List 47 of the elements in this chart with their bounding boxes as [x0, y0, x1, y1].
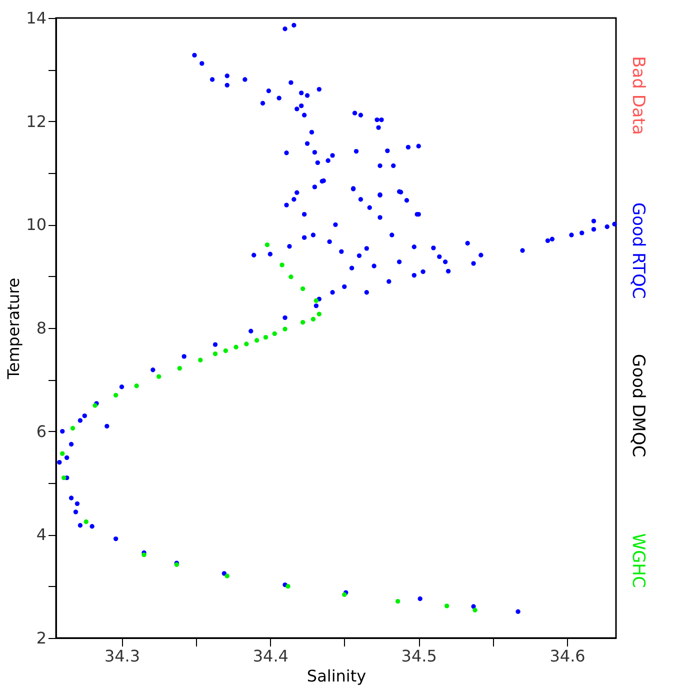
point — [300, 286, 306, 292]
point — [156, 374, 162, 379]
point — [310, 316, 316, 322]
y-tick-label: 14 — [26, 8, 46, 28]
point — [254, 338, 260, 343]
point — [472, 608, 478, 612]
x-tick-label: 34.5 — [401, 646, 437, 666]
point — [444, 604, 450, 608]
point — [286, 584, 290, 589]
y-tick-label: 2 — [36, 628, 46, 648]
y-tick-label: 12 — [26, 112, 46, 131]
text: Good RTQC — [628, 202, 648, 299]
point — [198, 358, 203, 362]
point — [134, 384, 139, 388]
y-axis-title: Temperature — [4, 278, 24, 380]
point — [113, 392, 118, 398]
point — [263, 334, 268, 340]
point — [70, 426, 76, 431]
point — [60, 451, 65, 456]
point — [272, 331, 277, 336]
point — [314, 298, 319, 303]
x-axis-title: Salinity — [306, 666, 366, 686]
point — [212, 351, 218, 356]
point — [288, 274, 294, 280]
point — [244, 342, 249, 346]
point — [395, 598, 400, 604]
x-tick-label: 34.4 — [252, 646, 288, 666]
point — [264, 242, 270, 248]
x-tick-label: 34.3 — [104, 646, 140, 666]
point — [234, 344, 238, 350]
point — [280, 262, 284, 268]
y-tick-label: 8 — [36, 318, 46, 338]
point — [84, 519, 88, 524]
y-tick-label: 6 — [36, 422, 46, 441]
text: WGHC — [628, 533, 648, 588]
point — [223, 348, 228, 354]
point — [316, 312, 322, 316]
y-tick-label: 4 — [36, 525, 46, 544]
point — [282, 326, 288, 332]
point — [62, 475, 66, 480]
point — [300, 320, 306, 325]
point — [224, 574, 230, 578]
legend-label: Bad Data — [628, 56, 648, 135]
x-tick-label: 34.6 — [550, 646, 586, 666]
legend-label: Good DMQC — [628, 354, 648, 458]
y-tick-label: 10 — [26, 215, 46, 234]
point — [177, 366, 182, 371]
